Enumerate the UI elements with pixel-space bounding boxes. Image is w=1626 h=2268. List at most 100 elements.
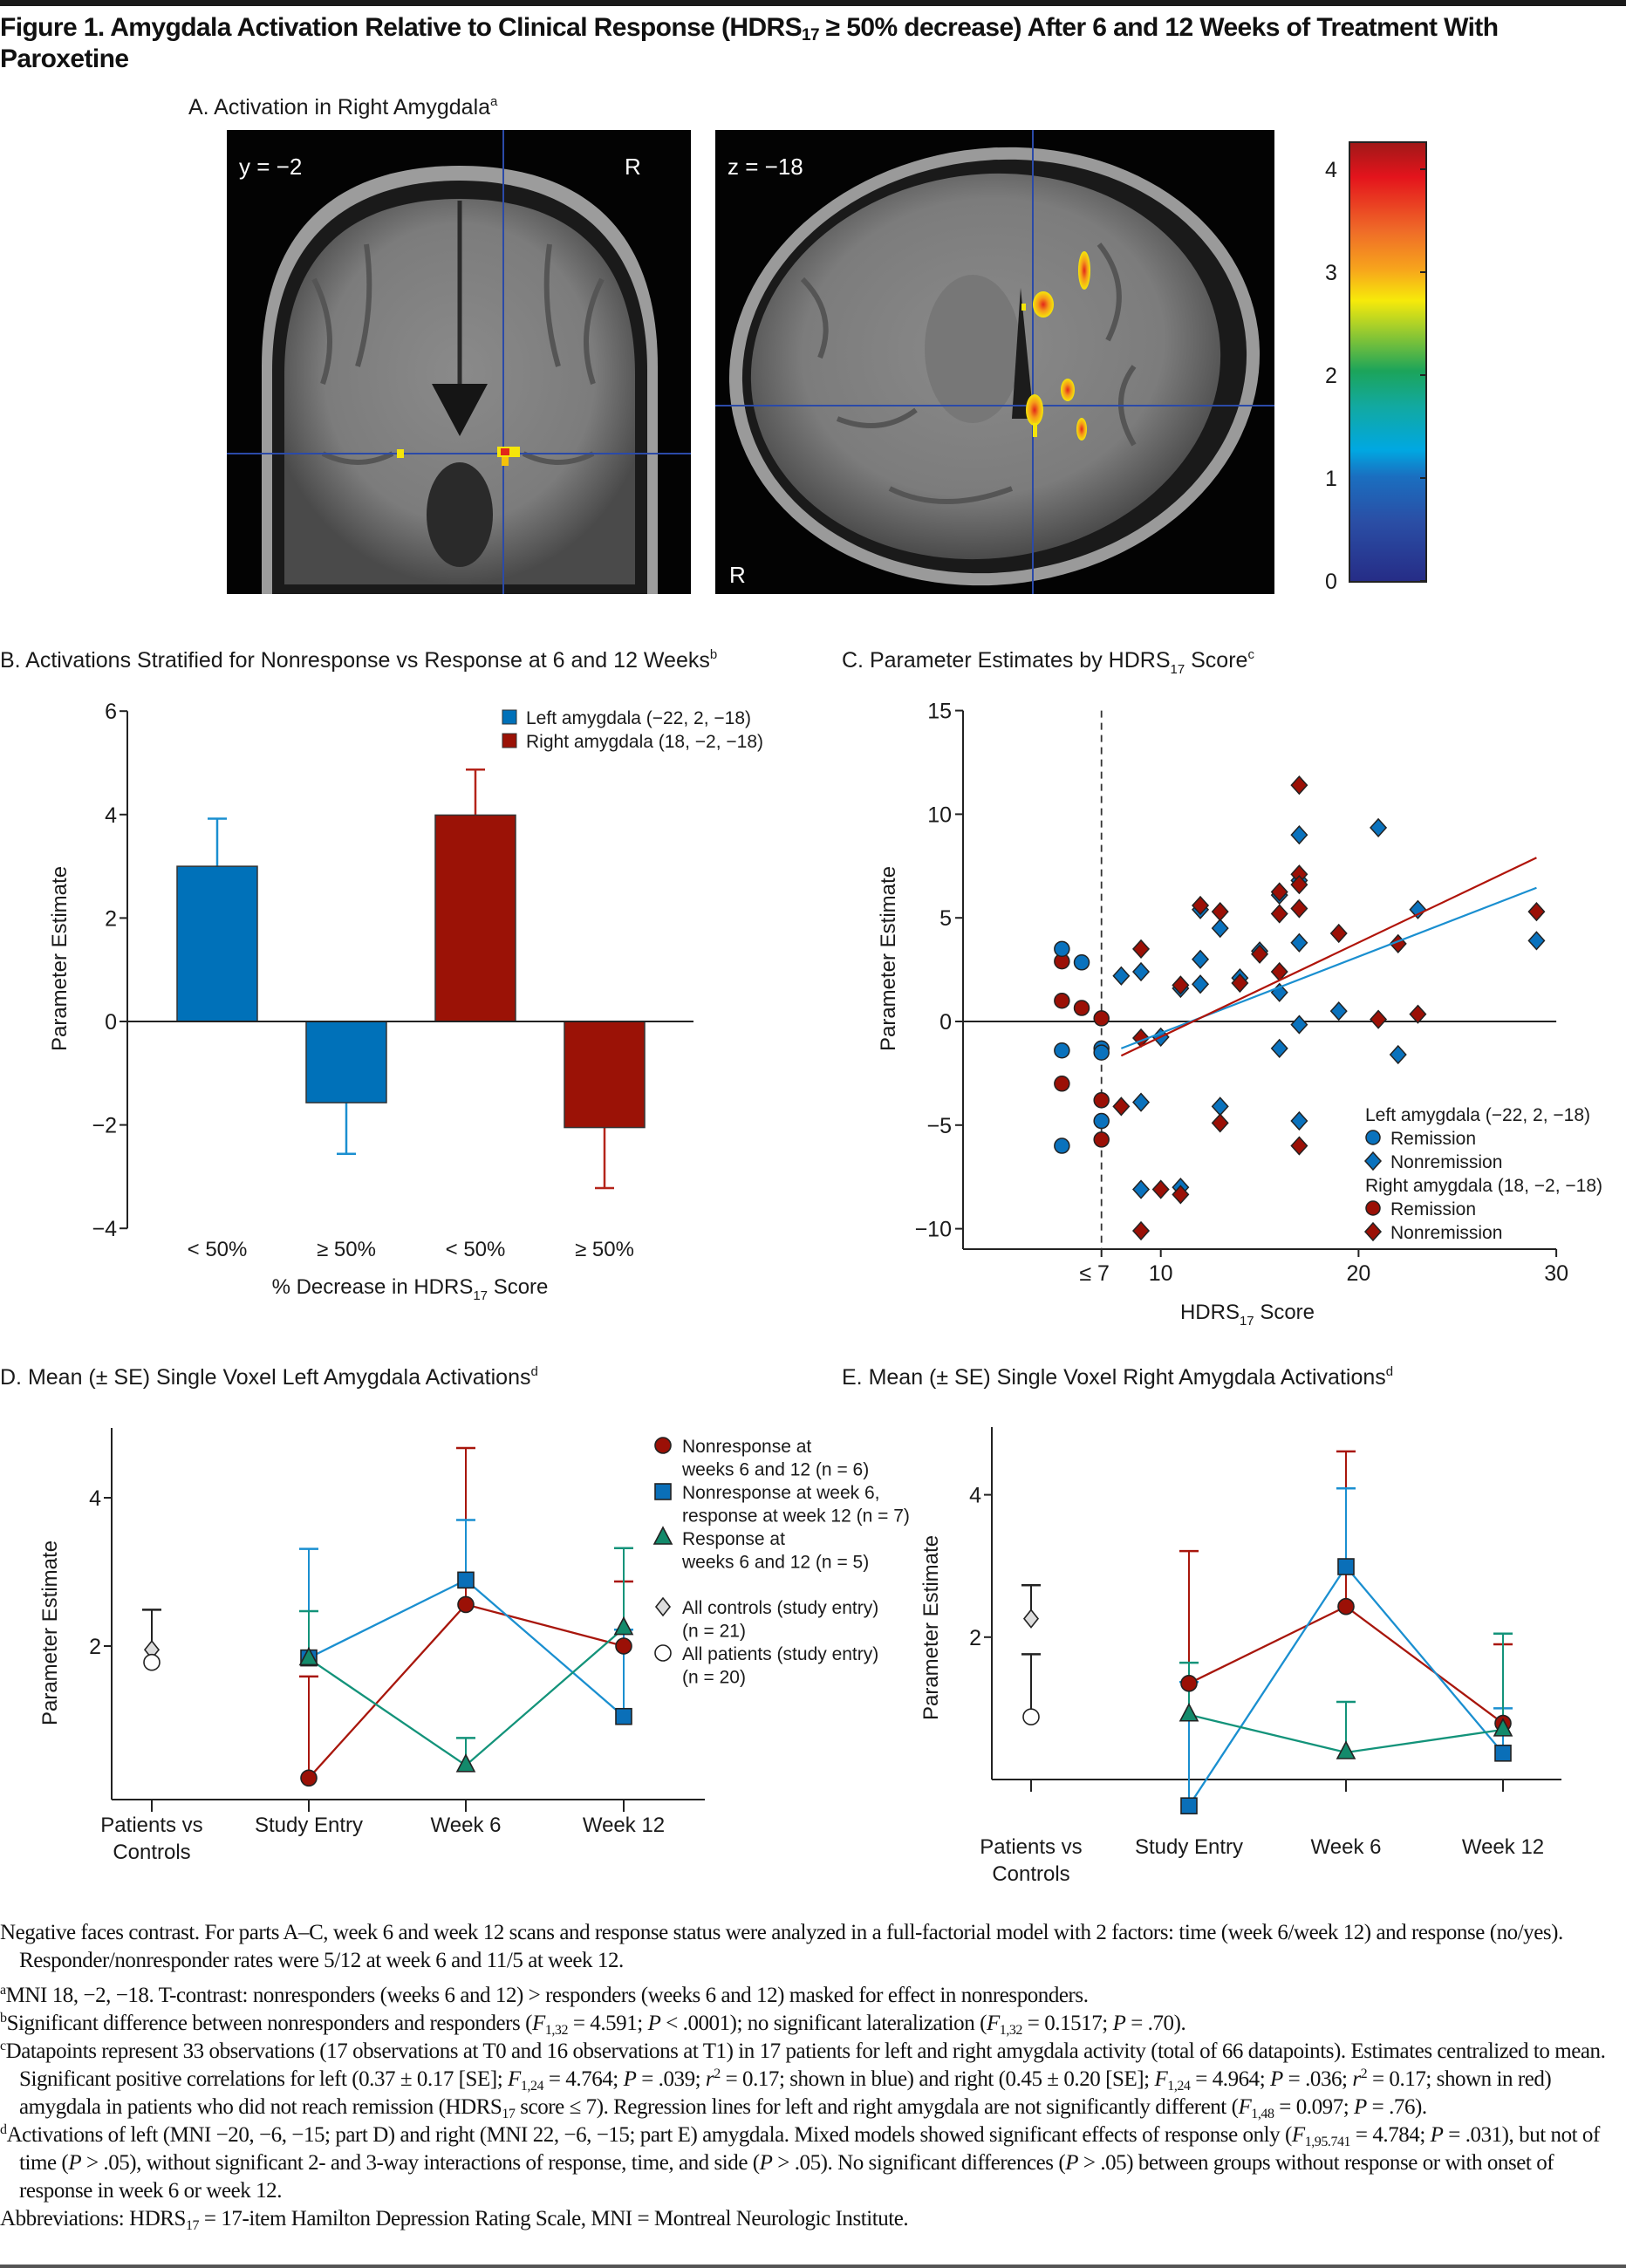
y-tick-label: 6 — [105, 700, 117, 724]
note-superscript: 2 — [714, 2066, 721, 2081]
footnote: cDatapoints represent 33 observations (1… — [0, 2038, 1621, 2121]
legend-label: Remission — [1390, 1199, 1476, 1219]
data-point — [615, 1707, 632, 1725]
data-point — [1054, 940, 1070, 958]
y-tick-label: 2 — [105, 906, 117, 931]
panel-c-x-axis-label: HDRS17 Score — [1180, 1301, 1315, 1329]
legend-label: (n = 20) — [682, 1668, 746, 1688]
note-subscript: 1,48 — [1251, 2107, 1274, 2121]
panel-b-title-text: B. Activations Stratified for Nonrespons… — [0, 648, 710, 673]
data-point — [1290, 1136, 1308, 1156]
data-point — [1337, 1597, 1355, 1616]
legend-label: Right amygdala (18, −2, −18) — [526, 732, 763, 752]
data-point — [613, 1616, 634, 1636]
panel-d-line-chart: 4 2 Patients vs Controls Study Entry Week 6 We… — [89, 1428, 910, 1864]
panel-d-y-axis-label: Parameter Estimate — [38, 1540, 62, 1725]
axial-slice-label: z = −18 — [728, 154, 803, 180]
bar — [176, 865, 258, 1022]
data-point — [1093, 1112, 1110, 1130]
data-point — [1290, 932, 1308, 953]
data-point — [1370, 1009, 1388, 1029]
panel-b-x-axis-label-rest: Score — [488, 1275, 548, 1299]
data-point — [1179, 1703, 1199, 1722]
data-point — [1493, 1718, 1513, 1737]
note-text: = 0.097; — [1274, 2095, 1355, 2119]
panel-e-line-chart: 4 2 Patients vs Controls Study Entry Week 6 We… — [969, 1427, 1561, 1886]
panel-c-x-axis-label-rest: Score — [1254, 1301, 1315, 1324]
figure-note-general: Negative faces contrast. For parts A–C, … — [0, 1919, 1621, 1975]
note-text: = .76). — [1366, 2095, 1427, 2119]
data-point — [455, 1753, 476, 1773]
note-text: = .039; — [636, 2067, 706, 2091]
data-point — [1211, 918, 1229, 939]
x-tick-label: Study Entry — [1135, 1835, 1243, 1859]
note-italic: F — [1291, 2123, 1305, 2147]
y-tick-label: 2 — [969, 1626, 981, 1650]
figure-title: Figure 1. Amygdala Activation Relative t… — [0, 12, 1614, 75]
panel-b-x-axis-label-subscript: 17 — [473, 1288, 488, 1303]
note-italic: P — [68, 2151, 82, 2175]
note-text: Activations of left (MNI −20, −6, −15; p… — [6, 2123, 1293, 2147]
note-text: = 0.17; shown in red) amygdala in patien… — [19, 2067, 1552, 2119]
legend-label: All patients (study entry) — [682, 1644, 878, 1664]
x-tick-label: 10 — [1149, 1261, 1173, 1286]
x-tick-label: ≥ 50% — [317, 1238, 376, 1261]
x-tick-label: ≤ 7 — [1079, 1261, 1110, 1286]
x-tick-label: 20 — [1346, 1261, 1370, 1286]
colorbar-tick-label: 2 — [1325, 364, 1337, 388]
panel-c-title-rest: Score — [1185, 648, 1247, 673]
note-italic: P — [759, 2151, 773, 2175]
bottom-rule — [0, 2265, 1626, 2268]
panel-a-title-text: A. Activation in Right Amygdala — [188, 95, 490, 120]
legend-label: weeks 6 and 12 (n = 5) — [681, 1553, 869, 1573]
data-point — [1290, 898, 1308, 919]
y-tick-label: −2 — [92, 1114, 117, 1138]
legend-marker — [654, 1596, 672, 1617]
data-point — [143, 1653, 161, 1671]
data-point — [1054, 1137, 1070, 1154]
note-text: = .036; — [1282, 2067, 1353, 2091]
note-italic: P — [1430, 2123, 1444, 2147]
data-point — [1290, 1110, 1308, 1131]
data-point — [1336, 1740, 1356, 1759]
legend-marker — [654, 1437, 672, 1454]
data-point — [1290, 875, 1308, 895]
data-point — [298, 1646, 319, 1666]
note-superscript: b — [0, 2011, 7, 2025]
colorbar-tick-label: 4 — [1325, 158, 1337, 182]
x-tick-label: Controls — [992, 1862, 1069, 1886]
data-point — [1270, 904, 1288, 924]
note-text: Significant difference between nonrespon… — [6, 2012, 533, 2035]
y-tick-label: −5 — [926, 1114, 952, 1138]
note-italic: F — [1238, 2095, 1252, 2119]
colorbar: 0 1 2 3 4 — [1325, 141, 1427, 594]
note-subscript: 1,95.741 — [1304, 2135, 1351, 2149]
data-point — [1231, 973, 1249, 994]
panel-c-title: C. Parameter Estimates by HDRS17 Scorec — [842, 647, 1254, 677]
bar — [564, 1021, 646, 1129]
data-point — [1022, 1708, 1040, 1725]
legend-label: Nonresponse at week 6, — [682, 1483, 879, 1503]
data-point — [1290, 775, 1308, 796]
y-tick-label: 2 — [89, 1635, 101, 1659]
legend-marker — [1363, 1151, 1383, 1172]
colorbar-tick-label: 3 — [1325, 261, 1337, 285]
bar — [305, 1021, 387, 1103]
legend-label: Remission — [1390, 1129, 1476, 1149]
data-point — [1370, 817, 1388, 837]
legend-marker — [1365, 1200, 1381, 1216]
footnote: Abbreviations: HDRS17 = 17-item Hamilton… — [0, 2205, 1621, 2233]
axial-slice-image: z = −18 R — [715, 130, 1274, 594]
x-tick-label: Patients vs — [980, 1835, 1082, 1859]
data-point — [457, 1595, 475, 1614]
note-italic: P — [1270, 2067, 1283, 2091]
footnote: bSignificant difference between nonrespo… — [0, 2010, 1621, 2038]
data-point — [1132, 1092, 1151, 1112]
x-tick-label: 30 — [1544, 1261, 1568, 1286]
coronal-side-label: R — [625, 154, 641, 180]
panel-c-x-axis-label-subscript: 17 — [1240, 1314, 1254, 1329]
x-tick-label: Controls — [113, 1841, 190, 1864]
note-text: = .70). — [1125, 2012, 1186, 2035]
panel-b-x-axis-label-text: % Decrease in HDRS — [272, 1275, 474, 1299]
data-point — [1409, 899, 1427, 919]
